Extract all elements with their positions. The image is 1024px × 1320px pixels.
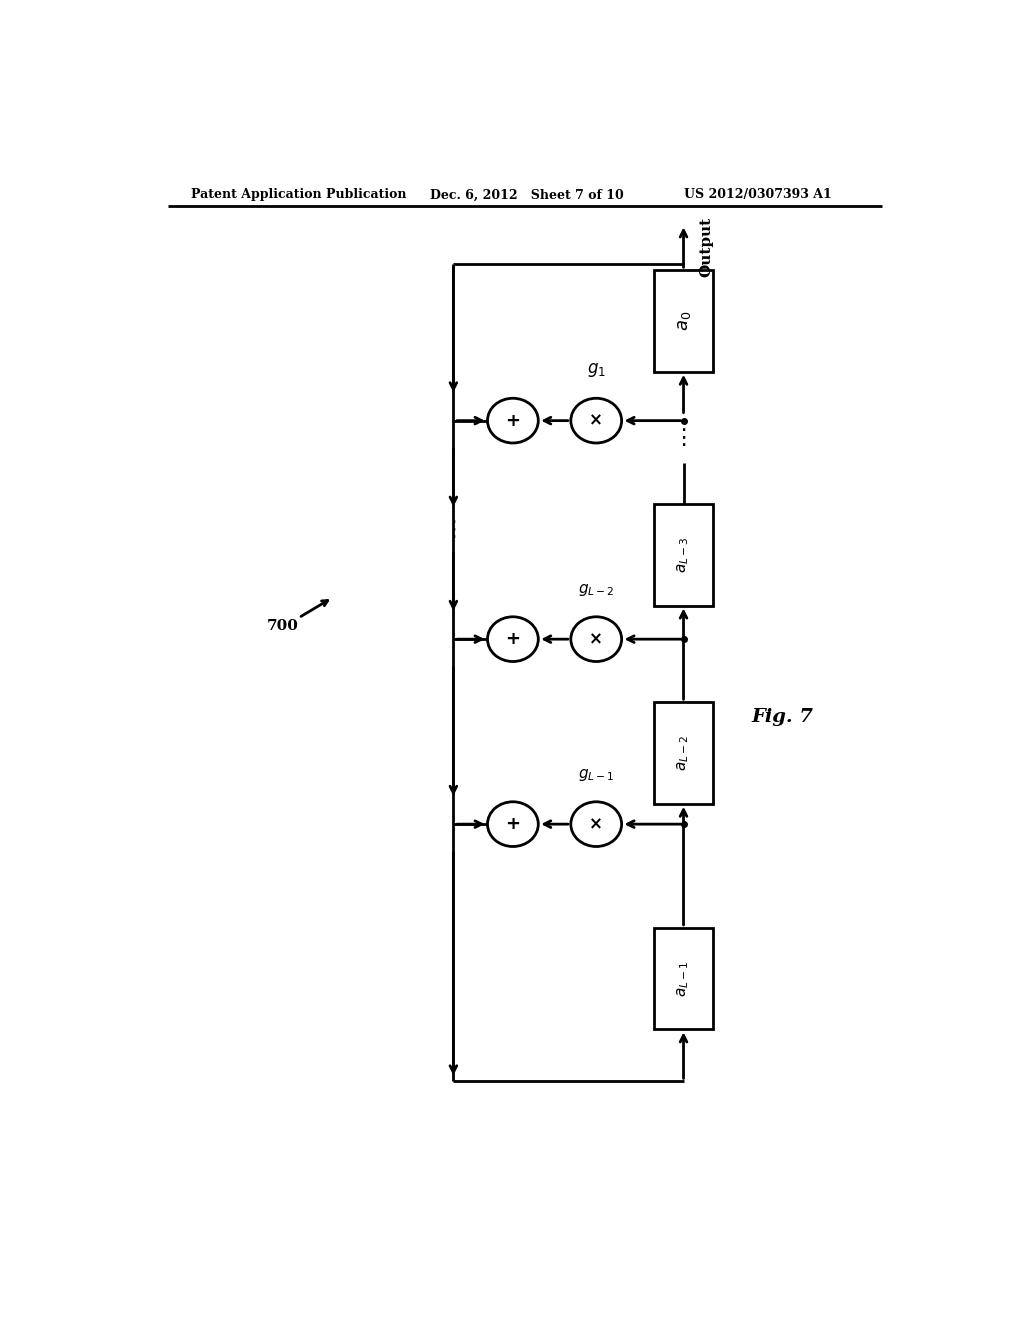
Ellipse shape <box>487 801 539 846</box>
Bar <box>653 928 714 1030</box>
Text: ×: × <box>589 630 603 648</box>
Text: +: + <box>506 630 520 648</box>
Text: $a_{L-3}$: $a_{L-3}$ <box>676 537 691 573</box>
Ellipse shape <box>487 616 539 661</box>
Text: $g_{L-2}$: $g_{L-2}$ <box>578 582 614 598</box>
Text: +: + <box>506 816 520 833</box>
Text: Fig. 7: Fig. 7 <box>752 709 814 726</box>
Text: ⋮: ⋮ <box>442 520 465 540</box>
Text: ×: × <box>589 816 603 833</box>
Text: US 2012/0307393 A1: US 2012/0307393 A1 <box>684 189 831 202</box>
Text: ⋮: ⋮ <box>673 428 694 447</box>
Text: $a_{L-2}$: $a_{L-2}$ <box>676 735 691 771</box>
Text: $g_{L-1}$: $g_{L-1}$ <box>578 767 614 783</box>
Text: ×: × <box>589 412 603 429</box>
Ellipse shape <box>570 399 622 444</box>
Text: +: + <box>506 412 520 429</box>
Bar <box>653 271 714 372</box>
Text: $g_1$: $g_1$ <box>587 360 605 379</box>
Text: Patent Application Publication: Patent Application Publication <box>191 189 407 202</box>
Text: $a_{L-1}$: $a_{L-1}$ <box>676 961 691 997</box>
Text: Dec. 6, 2012   Sheet 7 of 10: Dec. 6, 2012 Sheet 7 of 10 <box>430 189 624 202</box>
Bar <box>653 702 714 804</box>
Bar <box>653 504 714 606</box>
Ellipse shape <box>570 616 622 661</box>
Text: $a_0$: $a_0$ <box>675 312 692 331</box>
Text: 700: 700 <box>267 619 299 634</box>
Ellipse shape <box>570 801 622 846</box>
Ellipse shape <box>487 399 539 444</box>
Text: Output: Output <box>699 218 714 277</box>
